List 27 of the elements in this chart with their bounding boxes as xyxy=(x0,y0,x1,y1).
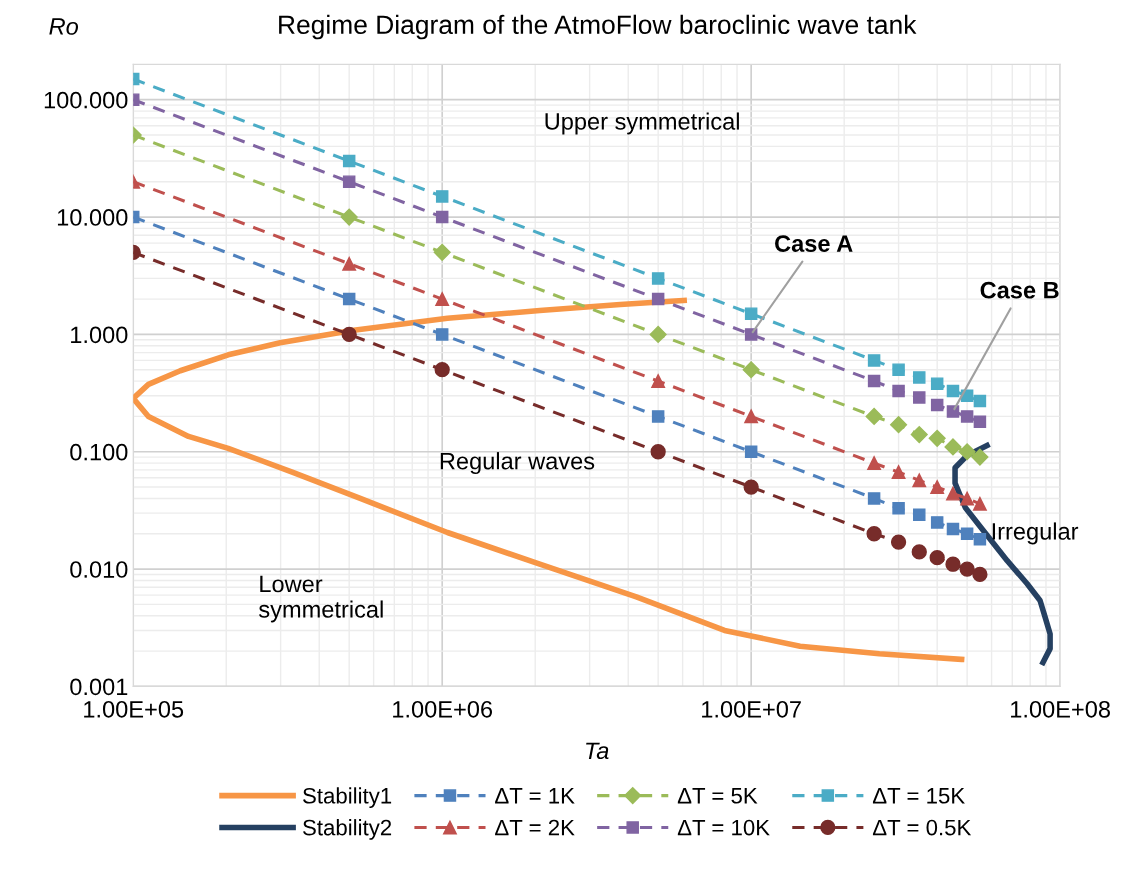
y-tick-label: 0.100 xyxy=(70,443,128,461)
y-tick-label: 1.000 xyxy=(71,326,128,344)
annotation: Irregular xyxy=(992,522,1079,545)
legend-label: ΔT = 2K xyxy=(495,819,575,836)
y-tick-label: 0.001 xyxy=(70,678,128,696)
y-axis-title: Ro xyxy=(49,18,79,35)
legend-label: ΔT = 15K xyxy=(872,788,965,804)
y-tick-label: 100.000 xyxy=(44,91,128,109)
x-tick-label: 1.00E+08 xyxy=(1011,700,1110,718)
chart-title: Regime Diagram of the AtmoFlow baroclinic wave tank xyxy=(279,14,917,40)
y-tick-label: 0.010 xyxy=(70,561,128,578)
legend-label: ΔT = 1K xyxy=(495,788,575,804)
x-tick-label: 1.00E+07 xyxy=(702,700,801,718)
legend-label: ΔT = 10K xyxy=(677,819,770,836)
annotation: Regular waves xyxy=(440,452,595,475)
legend-label: ΔT = 5K xyxy=(677,788,758,804)
x-tick-label: 1.00E+06 xyxy=(393,700,493,718)
x-tick-label: 1.00E+05 xyxy=(84,700,184,718)
annotation: Case A xyxy=(775,235,853,252)
x-axis-title: Ta xyxy=(586,742,609,760)
annotation: Case B xyxy=(980,281,1059,299)
annotation: Lower symmetrical xyxy=(259,575,383,623)
legend-label: Stability2 xyxy=(303,819,392,840)
legend-label: Stability1 xyxy=(303,787,392,809)
legend-label: ΔT = 0.5K xyxy=(872,819,972,836)
annotation: Upper symmetrical xyxy=(545,112,739,135)
y-tick-label: 10.000 xyxy=(57,209,128,226)
